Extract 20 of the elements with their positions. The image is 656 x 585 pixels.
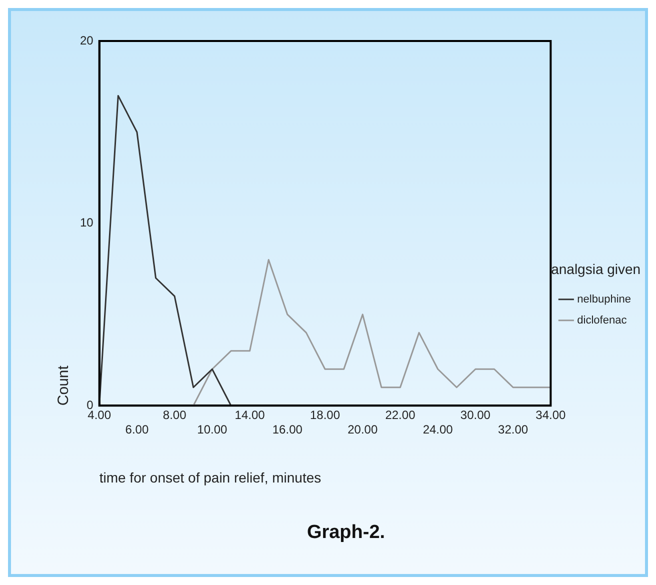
x-tick-label: 6.00 xyxy=(125,422,149,437)
legend-label: diclofenac xyxy=(577,314,628,326)
y-axis-title: Count xyxy=(55,364,72,406)
legend-title: analgsia given xyxy=(551,260,641,277)
x-tick-label: 24.00 xyxy=(422,422,454,437)
x-tick-label: 8.00 xyxy=(162,408,187,422)
y-tick-label: 20 xyxy=(80,33,94,48)
x-tick-label: 32.00 xyxy=(498,422,528,437)
x-tick-label: 34.00 xyxy=(536,408,566,422)
x-tick-label: 22.00 xyxy=(385,408,416,422)
x-tick-label: 18.00 xyxy=(310,408,340,422)
legend-label: nelbuphine xyxy=(577,293,632,306)
x-tick-label: 30.00 xyxy=(460,408,491,422)
text: Graph-2. xyxy=(306,522,386,543)
x-tick-label: 20.00 xyxy=(348,422,378,437)
y-tick-label: 10 xyxy=(80,216,94,230)
x-tick-label: 10.00 xyxy=(197,422,228,437)
x-tick-label: 14.00 xyxy=(234,408,266,422)
x-axis-title: time for onset of pain relief, minutes xyxy=(99,470,322,486)
x-tick-label: 16.00 xyxy=(272,422,303,437)
